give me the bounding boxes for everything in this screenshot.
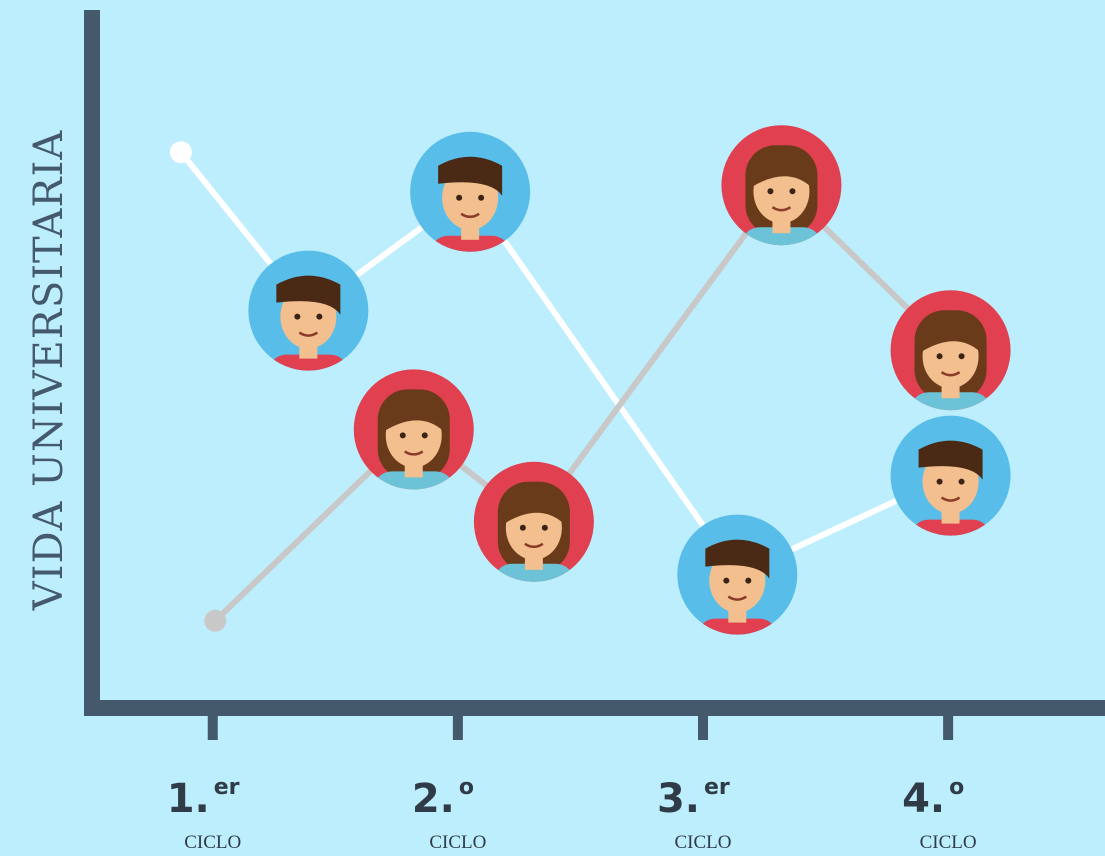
x-tick-superscript: er bbox=[704, 775, 730, 800]
y-axis bbox=[84, 10, 100, 716]
eye bbox=[478, 195, 484, 201]
x-tick-superscript: o bbox=[949, 775, 964, 800]
x-tick-label: 2. bbox=[412, 776, 455, 822]
x-tick-label: 1. bbox=[167, 776, 210, 822]
point bbox=[204, 610, 226, 632]
point bbox=[170, 141, 192, 163]
eye bbox=[456, 195, 462, 201]
chart: VIDA UNIVERSITARIA 1.erCICLO2.oCICLO3.er… bbox=[0, 0, 1105, 856]
x-tick-label: 4. bbox=[902, 776, 945, 822]
x-tick bbox=[943, 716, 953, 740]
x-tick-sublabel: CICLO bbox=[675, 832, 732, 853]
x-tick-sublabel: CICLO bbox=[429, 832, 486, 853]
x-tick-superscript: er bbox=[214, 775, 240, 800]
x-tick bbox=[208, 716, 218, 740]
eye bbox=[542, 525, 548, 531]
eye bbox=[937, 479, 943, 485]
x-tick-sublabel: CICLO bbox=[920, 832, 977, 853]
eye bbox=[767, 188, 773, 194]
x-axis bbox=[84, 700, 1105, 716]
x-tick bbox=[453, 716, 463, 740]
eye bbox=[723, 578, 729, 584]
x-tick-label: 3. bbox=[657, 776, 700, 822]
eye bbox=[959, 479, 965, 485]
eye bbox=[789, 188, 795, 194]
x-tick-sublabel: CICLO bbox=[184, 832, 241, 853]
eye bbox=[520, 525, 526, 531]
eye bbox=[316, 314, 322, 320]
eye bbox=[745, 578, 751, 584]
eye bbox=[400, 432, 406, 438]
eye bbox=[422, 432, 428, 438]
eye bbox=[294, 314, 300, 320]
x-tick bbox=[698, 716, 708, 740]
y-axis-label: VIDA UNIVERSITARIA bbox=[26, 130, 72, 612]
x-tick-superscript: o bbox=[459, 775, 474, 800]
eye bbox=[959, 353, 965, 359]
eye bbox=[937, 353, 943, 359]
